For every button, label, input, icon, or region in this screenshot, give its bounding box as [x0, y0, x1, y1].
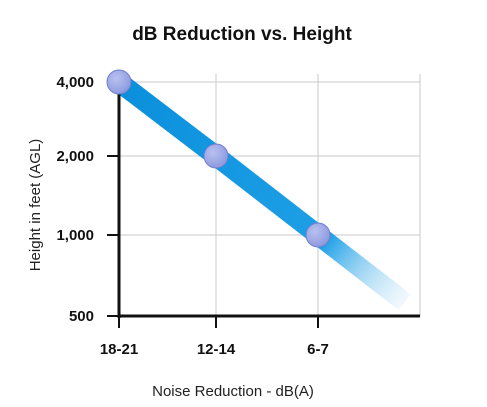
y-tick-label: 500 [69, 308, 94, 325]
y-axis-ticks: 500 1,000 2,000 4,000 [56, 74, 119, 325]
data-point [305, 222, 331, 248]
x-tick-label: 6-7 [307, 341, 329, 358]
y-tick-label: 1,000 [56, 227, 94, 244]
y-tick-label: 4,000 [56, 74, 94, 91]
data-point [203, 143, 229, 169]
y-axis-label: Height in feet (AGL) [27, 139, 44, 272]
x-axis-label: Noise Reduction - dB(A) [152, 383, 314, 400]
trend-line [112, 74, 411, 311]
x-tick-label: 18-21 [100, 341, 138, 358]
x-axis-ticks: 18-21 12-14 6-7 [100, 316, 329, 358]
axes [117, 76, 420, 318]
y-tick-label: 2,000 [56, 148, 94, 165]
x-tick-label: 12-14 [197, 341, 236, 358]
grid [119, 74, 421, 316]
trend-band [112, 74, 411, 311]
data-points [106, 69, 331, 248]
data-point [106, 69, 132, 95]
chart-title: dB Reduction vs. Height [132, 24, 352, 45]
